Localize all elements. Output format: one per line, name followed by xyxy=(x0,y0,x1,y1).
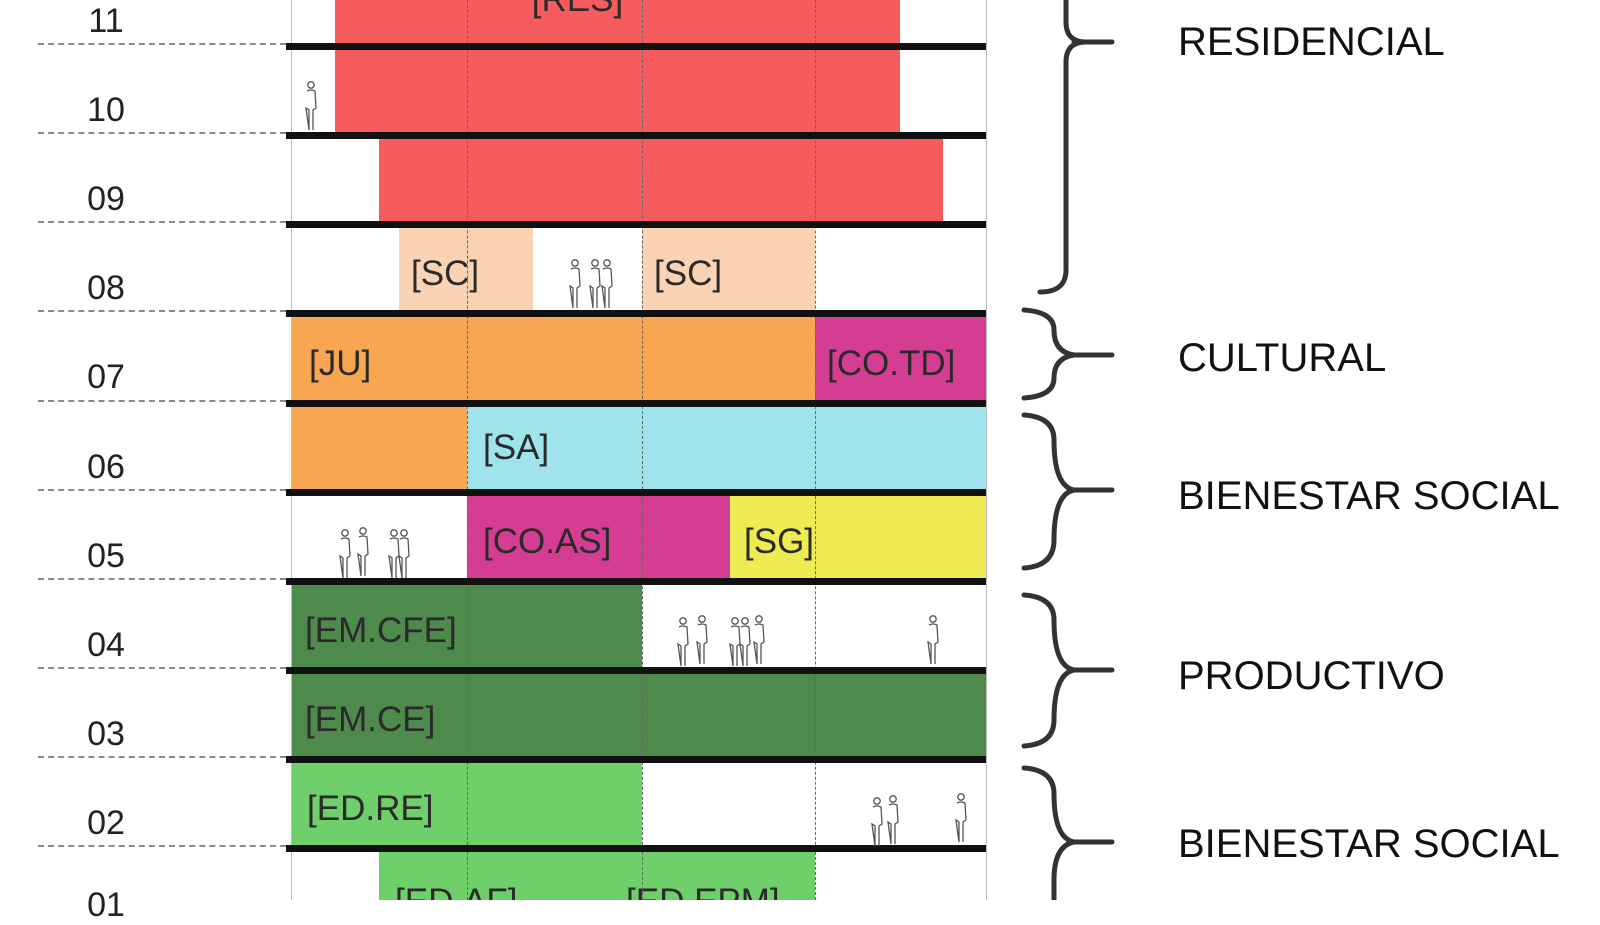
curly-brace-icon xyxy=(1021,0,1115,900)
block-label: [ED.AF] xyxy=(395,882,518,900)
floor-label-05: 05 xyxy=(87,537,125,575)
block-ju-06 xyxy=(291,407,467,489)
grid-line-vertical xyxy=(815,0,816,900)
grid-line-vertical xyxy=(642,0,643,900)
floor-slab xyxy=(286,310,986,317)
floor-slab xyxy=(286,845,986,852)
block-label: [SC] xyxy=(411,254,480,293)
block-sa-06: [SA] xyxy=(467,407,986,489)
block-ju-07: [JU] xyxy=(291,317,815,400)
floor-slab xyxy=(286,43,986,50)
level-line xyxy=(38,756,286,758)
block-sg-05: [SG] xyxy=(730,496,986,578)
floor-label-10: 10 xyxy=(87,91,125,129)
floor-slab xyxy=(286,489,986,496)
block-res-09 xyxy=(379,139,943,221)
floor-label-11: 11 xyxy=(88,2,124,40)
block-label: [SA] xyxy=(483,428,550,467)
person-silhouette-icon xyxy=(955,793,967,843)
block-edaf-01: [ED.AF] xyxy=(379,852,642,900)
block-sc-08b: [SC] xyxy=(642,228,815,310)
floor-label-02: 02 xyxy=(87,804,125,842)
level-line xyxy=(38,489,286,491)
floor-label-01: 01 xyxy=(87,886,125,924)
person-silhouette-icon xyxy=(696,615,708,665)
block-label: [ED.RE] xyxy=(307,789,434,828)
floor-slab xyxy=(286,578,986,585)
person-silhouette-icon xyxy=(871,797,883,847)
floor-slab xyxy=(286,221,986,228)
floor-slab xyxy=(286,132,986,139)
block-res-10 xyxy=(335,50,900,132)
person-silhouette-icon xyxy=(677,617,689,667)
level-line xyxy=(38,845,286,847)
zone-label-bienestar-social-2: BIENESTAR SOCIAL xyxy=(1178,822,1560,866)
block-sc-08a: [SC] xyxy=(399,228,533,310)
block-edepm-01: [ED.EPM] xyxy=(612,852,815,900)
block-label: [JU] xyxy=(309,343,372,383)
level-line xyxy=(38,310,286,312)
block-emcfe-04: [EM.CFE] xyxy=(291,585,642,667)
stacking-diagram: 11 10 09 08 07 06 05 04 03 02 01 [RES] [… xyxy=(38,0,1560,924)
floor-label-06: 06 xyxy=(87,448,125,486)
frame-line-right xyxy=(986,0,987,900)
floor-label-04: 04 xyxy=(87,626,125,664)
block-emce-03: [EM.CE] xyxy=(291,674,986,756)
floor-slab xyxy=(286,667,986,674)
floor-slab xyxy=(286,400,986,407)
person-silhouette-icon xyxy=(339,529,351,579)
block-label: [EM.CE] xyxy=(305,700,436,739)
block-label: [SG] xyxy=(744,522,815,561)
block-label: [SC] xyxy=(654,254,723,293)
zone-label-productivo: PRODUCTIVO xyxy=(1178,654,1445,698)
level-line xyxy=(38,132,286,134)
zone-label-residencial: RESIDENCIAL xyxy=(1178,20,1445,64)
block-edre-02: [ED.RE] xyxy=(291,763,642,845)
floor-label-07: 07 xyxy=(87,358,125,396)
level-line xyxy=(38,400,286,402)
block-label: [EM.CFE] xyxy=(305,611,457,650)
person-silhouette-icon xyxy=(753,615,765,665)
person-silhouette-icon xyxy=(729,617,741,667)
person-silhouette-icon xyxy=(398,529,410,579)
person-silhouette-icon xyxy=(739,617,751,667)
grid-line-vertical xyxy=(467,0,468,900)
block-label: [ED.EPM] xyxy=(626,882,780,900)
frame-line-left xyxy=(291,0,292,900)
zone-label-bienestar-social: BIENESTAR SOCIAL xyxy=(1178,474,1560,518)
block-res-11: [RES] xyxy=(335,0,900,43)
floor-label-03: 03 xyxy=(87,715,125,753)
level-line xyxy=(38,578,286,580)
person-silhouette-icon xyxy=(305,81,317,131)
block-cotd-07: [CO.TD] xyxy=(815,317,986,400)
block-label: [CO.AS] xyxy=(483,522,612,561)
person-silhouette-icon xyxy=(589,259,601,309)
block-label: [CO.TD] xyxy=(827,343,956,383)
person-silhouette-icon xyxy=(569,259,581,309)
person-silhouette-icon xyxy=(887,795,899,845)
person-silhouette-icon xyxy=(601,259,613,309)
person-silhouette-icon xyxy=(388,529,400,579)
person-silhouette-icon xyxy=(357,527,369,577)
block-coas-05: [CO.AS] xyxy=(467,496,730,578)
zone-label-cultural: CULTURAL xyxy=(1178,336,1387,380)
level-line xyxy=(38,667,286,669)
floor-label-09: 09 xyxy=(87,180,125,218)
level-line xyxy=(38,43,286,45)
block-label: [RES] xyxy=(532,0,623,20)
person-silhouette-icon xyxy=(927,615,939,665)
level-line xyxy=(38,221,286,223)
floor-label-08: 08 xyxy=(87,269,125,307)
floor-slab xyxy=(286,756,986,763)
